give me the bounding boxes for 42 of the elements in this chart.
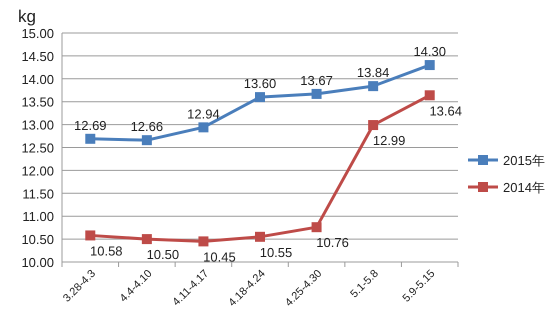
y-tick-label: 12.50 xyxy=(21,140,54,156)
point xyxy=(255,232,265,242)
point xyxy=(368,120,378,130)
y-tick-label: 11.00 xyxy=(22,209,54,224)
legend-label: 2014年 xyxy=(503,180,545,195)
data-label: 12.66 xyxy=(130,119,164,134)
data-label: 13.64 xyxy=(429,103,462,118)
data-label: 10.45 xyxy=(203,249,236,264)
y-tick-label: 14.00 xyxy=(21,72,54,87)
point xyxy=(368,81,378,92)
y-tick-label: 15.00 xyxy=(21,26,54,41)
point xyxy=(142,234,152,244)
y-tick-label: 12.00 xyxy=(21,163,54,178)
point xyxy=(312,88,322,99)
data-label: 10.55 xyxy=(260,244,292,260)
data-label: 13.60 xyxy=(244,76,276,92)
data-label: 10.76 xyxy=(316,235,349,250)
legend-label: 2015年 xyxy=(503,153,545,168)
y-tick-label: 11.50 xyxy=(22,186,54,202)
point xyxy=(198,236,208,246)
point xyxy=(85,230,96,240)
y-axis-title: kg xyxy=(18,7,36,26)
y-tick-label: 10.00 xyxy=(21,255,54,270)
point xyxy=(424,90,435,100)
data-label: 12.94 xyxy=(187,106,220,122)
point xyxy=(142,135,152,146)
point xyxy=(198,122,208,132)
data-label: 12.99 xyxy=(372,133,406,148)
point xyxy=(312,222,322,232)
data-label: 10.58 xyxy=(90,243,123,258)
point xyxy=(255,92,265,102)
data-label: 13.84 xyxy=(356,65,390,80)
data-label: 13.67 xyxy=(300,72,333,88)
y-tick-label: 14.50 xyxy=(21,48,54,64)
data-label: 12.69 xyxy=(74,118,107,133)
point xyxy=(424,60,435,70)
point xyxy=(85,134,96,144)
y-tick-label: 13.50 xyxy=(21,94,54,110)
y-tick-label: 10.50 xyxy=(21,232,54,248)
data-label: 14.30 xyxy=(413,44,446,60)
y-tick-label: 13.00 xyxy=(21,118,54,133)
data-label: 10.50 xyxy=(146,247,180,262)
